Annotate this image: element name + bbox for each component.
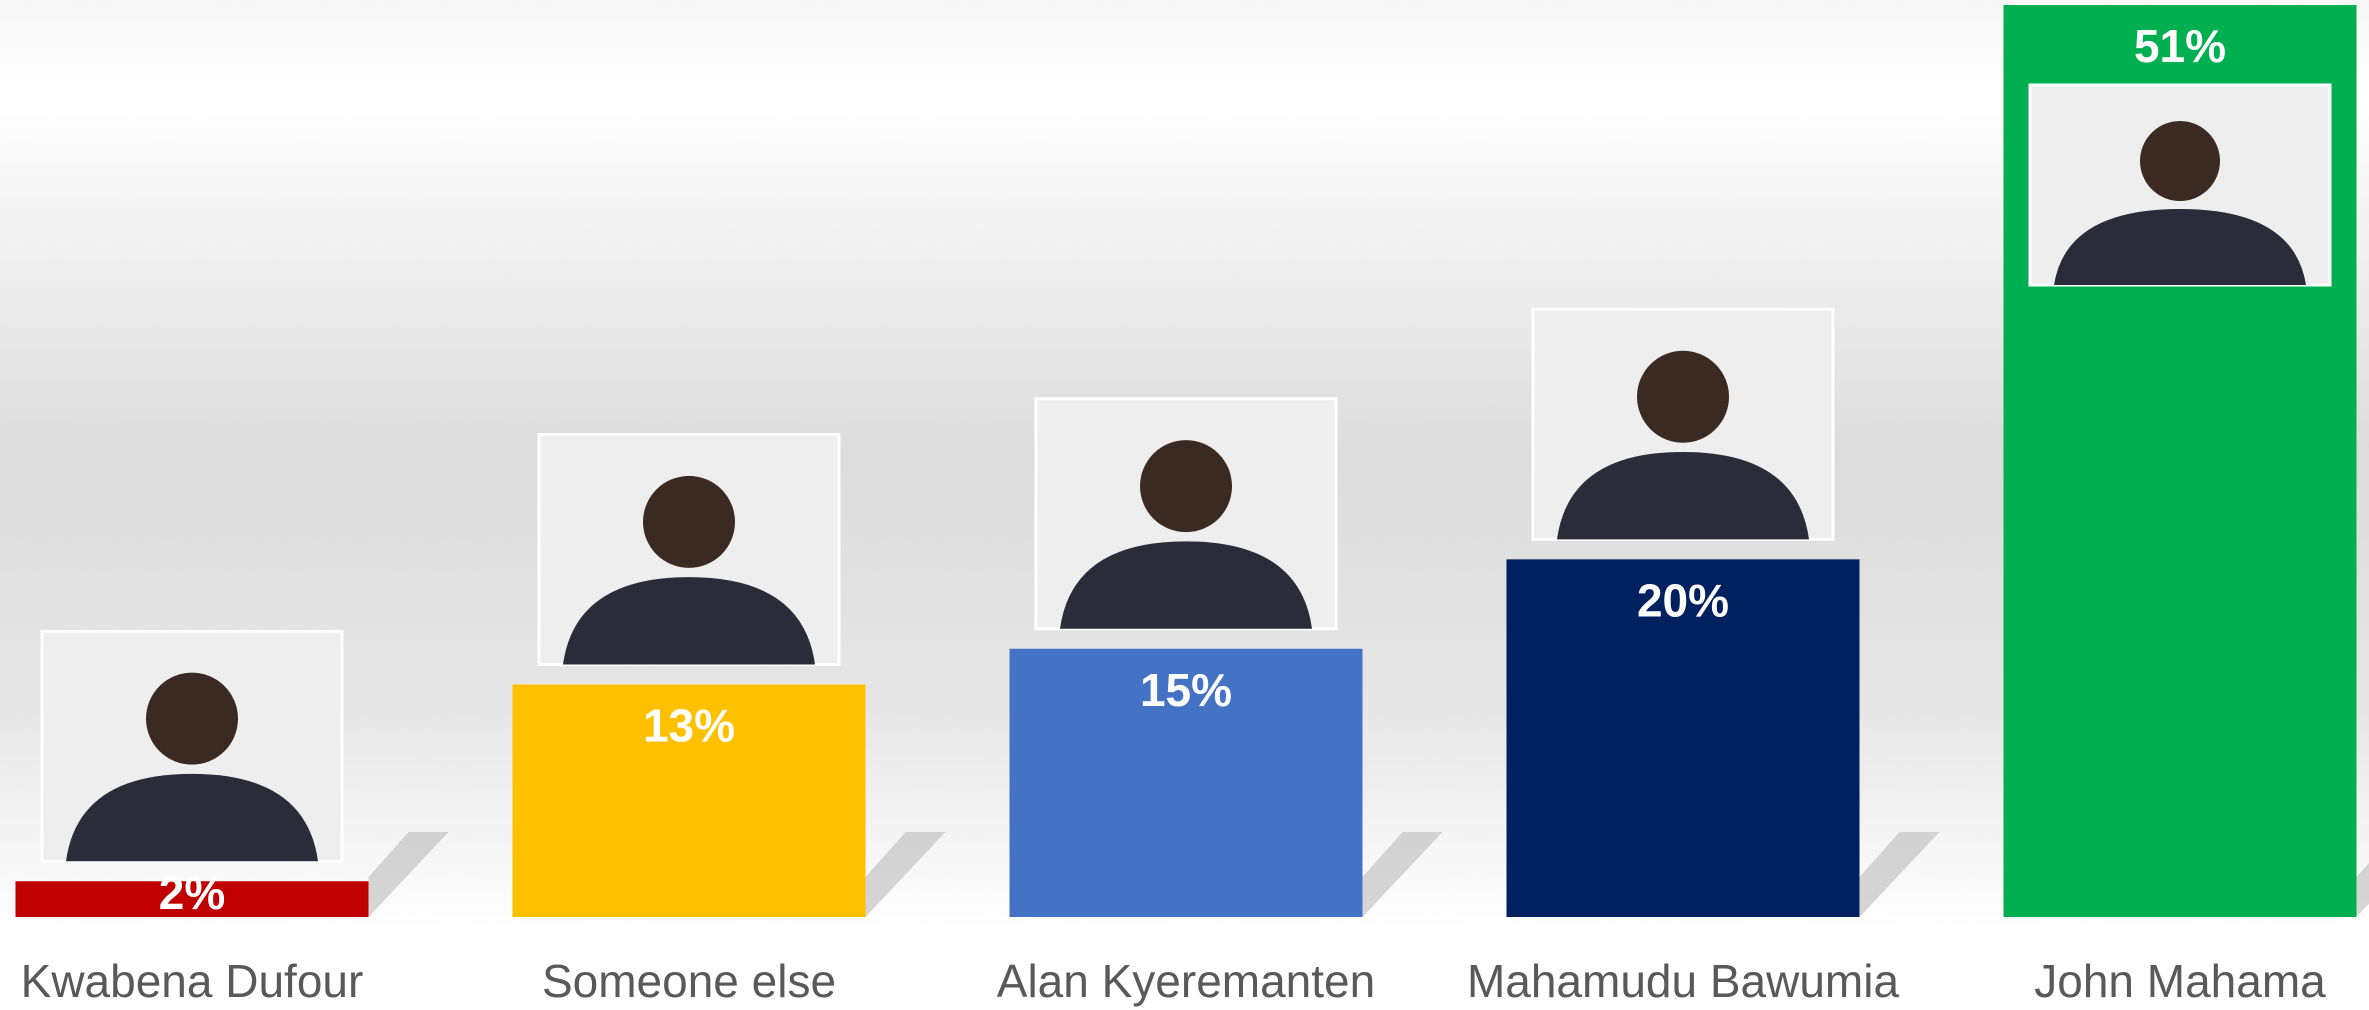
- photo: [2030, 85, 2330, 285]
- value-label: 51%: [2134, 20, 2226, 72]
- x-tick-label: Mahamudu Bawumia: [1467, 955, 1900, 1007]
- photo-head: [146, 673, 238, 765]
- x-tick-label: John Mahama: [2034, 955, 2326, 1007]
- photo-head: [1637, 351, 1729, 443]
- value-label: 13%: [643, 700, 735, 752]
- photo-head: [2140, 121, 2220, 201]
- bar-shadow: [369, 832, 449, 917]
- chart: 2% Kwabena Dufour 13% Someone else 15% Alan K…: [0, 0, 2369, 1010]
- photo-head: [643, 476, 735, 568]
- page: 2% Kwabena Dufour 13% Someone else 15% Alan K…: [0, 0, 2369, 1010]
- photo-head: [1140, 440, 1232, 532]
- bar-shadow: [2357, 832, 2369, 917]
- x-tick-label: Alan Kyeremanten: [997, 955, 1375, 1007]
- photo: [539, 435, 839, 665]
- value-label: 15%: [1140, 664, 1232, 716]
- photo: [1533, 309, 1833, 539]
- bar-shadow: [866, 832, 946, 917]
- value-label: 2%: [159, 867, 225, 919]
- x-tick-label: Kwabena Dufour: [21, 955, 364, 1007]
- value-label: 20%: [1637, 575, 1729, 627]
- bar-shadow: [1363, 832, 1443, 917]
- photo: [1036, 399, 1336, 629]
- bar-shadow: [1860, 832, 1940, 917]
- photo: [42, 631, 342, 861]
- x-tick-label: Someone else: [542, 955, 836, 1007]
